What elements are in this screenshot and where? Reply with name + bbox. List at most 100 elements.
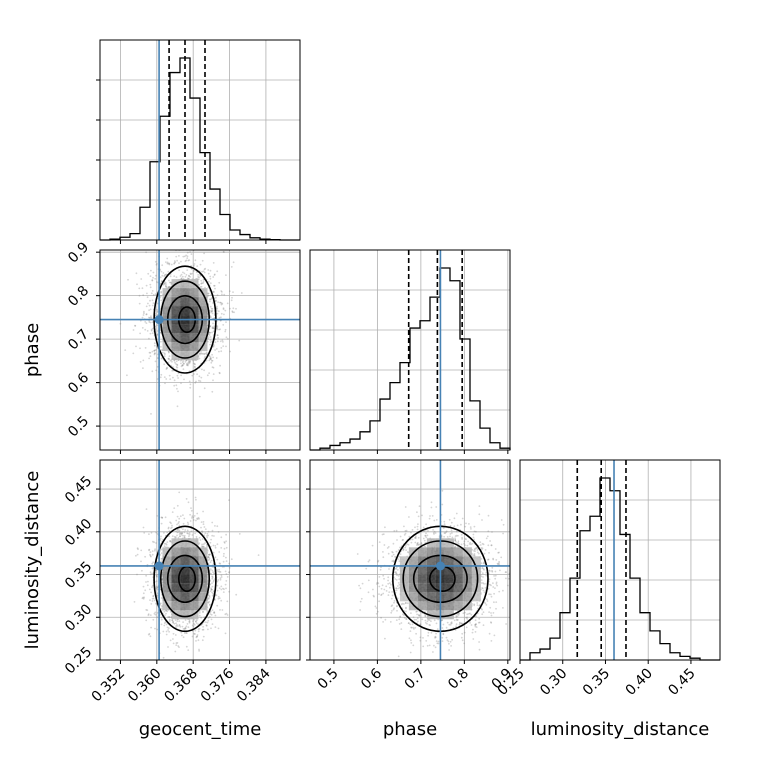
sample-point (210, 358, 212, 361)
density-cell (171, 592, 181, 602)
sample-point (159, 332, 162, 334)
sample-point (225, 556, 227, 559)
x-tick-label: 0.376 (198, 665, 238, 705)
sample-point (219, 578, 222, 581)
sample-point (176, 405, 179, 408)
sample-point (199, 353, 201, 356)
sample-point (152, 271, 155, 274)
sample-point (177, 531, 180, 533)
sample-point (173, 262, 176, 264)
sample-point (152, 540, 154, 543)
y-tick-label: 0.8 (65, 283, 92, 310)
sample-point (216, 604, 219, 607)
sample-point (411, 538, 414, 541)
sample-point (171, 369, 174, 372)
sample-point (182, 621, 185, 623)
sample-point (207, 269, 210, 271)
sample-point (211, 359, 214, 362)
sample-point (207, 530, 210, 533)
sample-point (207, 556, 210, 559)
sample-point (191, 624, 194, 627)
sample-point (224, 632, 227, 635)
sample-point (207, 556, 210, 558)
sample-point (181, 625, 184, 628)
sample-point (212, 580, 215, 583)
sample-point (487, 514, 490, 517)
sample-point (187, 626, 190, 629)
sample-point (186, 532, 189, 535)
sample-point (165, 261, 167, 263)
sample-point (213, 325, 216, 328)
sample-point (199, 539, 202, 541)
sample-point (202, 279, 205, 281)
sample-point (154, 611, 157, 614)
sample-point (482, 624, 485, 627)
sample-point (208, 596, 211, 598)
density-cell (198, 547, 208, 557)
sample-point (188, 535, 190, 537)
sample-point (170, 527, 172, 530)
sample-point (453, 619, 456, 622)
sample-point (200, 530, 203, 533)
sample-point (201, 628, 204, 631)
sample-point (168, 281, 171, 284)
sample-point (220, 347, 223, 349)
sample-point (218, 570, 221, 573)
sample-point (146, 584, 149, 587)
x-tick-label: 0.368 (161, 666, 201, 706)
sample-point (175, 642, 178, 644)
sample-point (165, 542, 167, 545)
sample-point (148, 548, 151, 551)
sample-point (163, 282, 166, 285)
sample-point (160, 618, 163, 621)
sample-point (216, 307, 219, 310)
sample-point (153, 599, 156, 602)
sample-point (200, 282, 203, 285)
sample-point (181, 361, 184, 364)
sample-point (208, 553, 211, 556)
sample-point (142, 585, 145, 588)
sample-point (156, 533, 159, 535)
sample-point (196, 265, 199, 267)
sample-point (207, 556, 210, 559)
sample-point (394, 578, 397, 580)
sample-point (216, 327, 218, 330)
sample-point (181, 634, 183, 637)
sample-point (142, 359, 145, 362)
sample-point (217, 301, 220, 304)
sample-point (151, 562, 154, 565)
sample-point (156, 588, 159, 591)
sample-point (188, 277, 190, 280)
sample-point (155, 602, 157, 605)
sample-point (445, 530, 448, 533)
sample-point (144, 589, 147, 592)
sample-point (211, 331, 213, 334)
sample-point (141, 316, 144, 319)
density-cell (189, 583, 199, 593)
sample-point (177, 390, 179, 393)
sample-point (232, 291, 234, 293)
sample-point (220, 303, 223, 306)
sample-point (151, 332, 154, 335)
sample-point (225, 580, 228, 582)
sample-point (214, 626, 217, 628)
sample-point (434, 646, 437, 649)
sample-point (212, 366, 215, 369)
y-tick-label: 0.35 (62, 559, 95, 592)
sample-point (156, 592, 159, 595)
sample-point (193, 624, 196, 626)
sample-point (220, 350, 223, 353)
sample-point (188, 274, 190, 277)
sample-point (209, 553, 212, 556)
density-cell (162, 297, 172, 307)
sample-point (174, 634, 177, 636)
sample-point (149, 573, 152, 576)
sample-point (169, 540, 172, 542)
sample-point (154, 549, 156, 552)
sample-point (219, 562, 222, 565)
sample-point (160, 558, 163, 560)
sample-point (190, 530, 193, 533)
sample-point (534, 587, 536, 589)
sample-point (153, 349, 156, 352)
density-layer (119, 250, 243, 415)
